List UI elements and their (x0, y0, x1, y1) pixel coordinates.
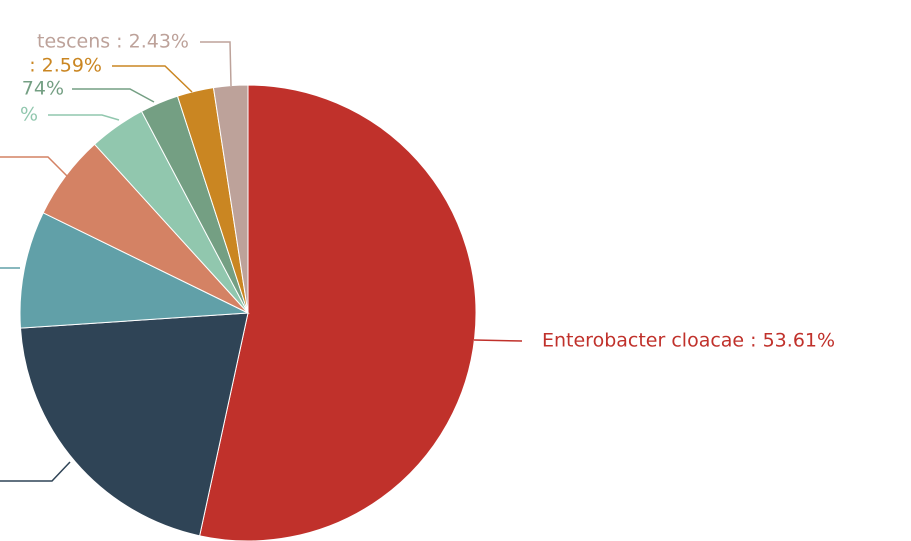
slice-label: Enterobacter cloacae : 53.61% (542, 330, 835, 352)
leader-line (48, 114, 120, 121)
pie-slice[interactable] (199, 84, 477, 541)
slice-label: tescens : 2.43% (37, 31, 189, 53)
label-leader-lines (0, 41, 523, 482)
slice-label: 74% (22, 78, 64, 100)
pie-slice[interactable] (19, 312, 249, 537)
leader-line (72, 88, 155, 103)
leader-line (0, 156, 68, 177)
slice-label: : 2.59% (29, 55, 102, 77)
leader-line (112, 65, 193, 93)
slice-labels: Enterobacter cloacae : 53.61%% 74%: 2.59%… (20, 31, 835, 352)
leader-line (473, 339, 523, 342)
leader-line (0, 461, 71, 482)
pie-slices (19, 84, 477, 541)
leader-line (200, 41, 232, 87)
slice-label: % (20, 104, 38, 126)
pie-slice[interactable] (19, 212, 250, 329)
